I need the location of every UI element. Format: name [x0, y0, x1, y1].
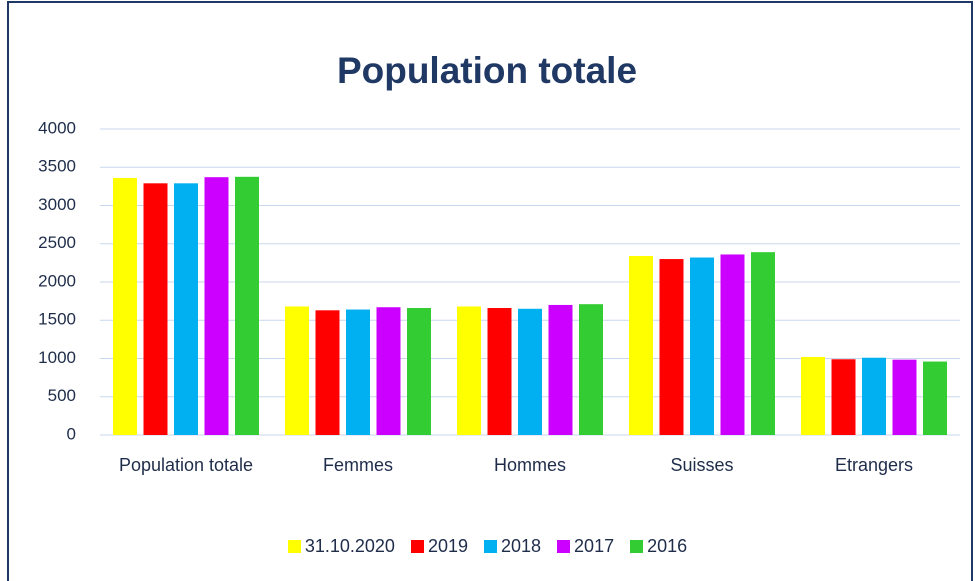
bar: [831, 359, 856, 435]
bar: [346, 309, 370, 435]
y-tick-label: 2000: [38, 271, 76, 290]
x-tick-label: Population totale: [118, 455, 254, 475]
bar: [204, 177, 229, 435]
bar: [174, 183, 198, 435]
x-tick-label: Femmes: [322, 455, 393, 475]
bar: [315, 310, 340, 435]
bar: [659, 259, 684, 435]
legend-label: 2017: [574, 536, 615, 556]
x-tick-label: Hommes: [493, 455, 566, 475]
legend-item: 2018: [484, 536, 541, 557]
legend-item: 2019: [410, 536, 468, 557]
bar: [407, 308, 431, 435]
legend-swatch: [287, 540, 301, 553]
chart-title: Population totale: [337, 50, 637, 91]
bar: [376, 307, 401, 435]
bar: [690, 257, 714, 435]
y-tick-label: 1000: [38, 348, 76, 367]
bar: [487, 308, 512, 435]
bar: [518, 308, 542, 435]
bar: [629, 255, 653, 435]
x-tick-label: Etrangers: [834, 455, 914, 475]
legend-swatch: [410, 540, 424, 553]
y-tick-label: 500: [48, 386, 76, 405]
legend-item: 2016: [630, 536, 687, 557]
legend-label: 31.10.2020: [304, 536, 395, 556]
bar: [235, 176, 259, 435]
y-tick-label: 3000: [38, 195, 76, 214]
legend: 31.10.2020 2019 2018 2017 2016: [0, 536, 975, 557]
bar: [801, 356, 825, 435]
legend-swatch: [557, 540, 571, 553]
y-tick-label: 0: [67, 424, 76, 443]
bar: [720, 254, 745, 435]
y-tick-label: 4000: [38, 118, 76, 137]
bar: [113, 177, 137, 435]
y-tick-label: 1500: [38, 310, 76, 329]
bar: [923, 361, 947, 435]
y-tick-label: 2500: [38, 233, 76, 252]
bar: [579, 304, 603, 435]
legend-item: 31.10.2020: [287, 536, 395, 557]
bar: [892, 359, 917, 435]
y-tick-label: 3500: [38, 157, 76, 176]
legend-swatch: [630, 540, 644, 553]
bar: [285, 306, 309, 435]
legend-swatch: [484, 540, 497, 553]
bar: [457, 306, 481, 435]
legend-label: 2019: [427, 536, 468, 556]
bar: [862, 357, 886, 435]
x-tick-label: Suisses: [670, 455, 734, 475]
bar: [751, 252, 775, 435]
legend-label: 2018: [501, 536, 542, 556]
bar: [143, 183, 168, 435]
legend-item: 2017: [557, 536, 614, 557]
frame: [7, 1, 973, 581]
bar: [548, 304, 573, 435]
legend-label: 2016: [647, 536, 688, 556]
